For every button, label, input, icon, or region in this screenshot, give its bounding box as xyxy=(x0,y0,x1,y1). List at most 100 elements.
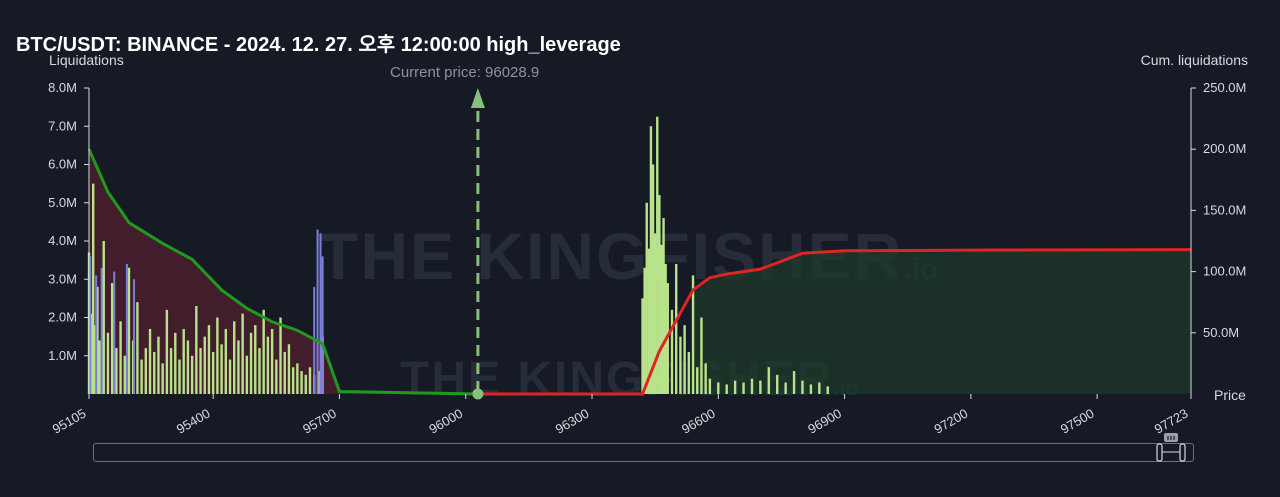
liquidation-bar xyxy=(98,340,101,394)
liquidation-bar xyxy=(207,325,211,394)
liquidation-bar xyxy=(742,382,745,394)
liquidation-bar xyxy=(96,286,99,394)
x-tick-label: 97200 xyxy=(932,406,971,437)
liquidation-bar xyxy=(106,332,110,394)
liquidation-bar-blue xyxy=(125,263,128,394)
current-price-label: Current price: 96028.9 xyxy=(390,64,540,81)
liquidation-bar xyxy=(228,359,232,394)
liquidation-bar xyxy=(102,241,105,394)
liquidation-bar xyxy=(291,367,295,394)
x-axis-label: Price xyxy=(1214,387,1246,403)
liquidation-bar xyxy=(157,336,160,394)
y-tick-label: 4.0M xyxy=(48,233,77,248)
liquidation-bar xyxy=(148,328,152,394)
liquidation-bar-blue xyxy=(100,267,103,394)
liquidation-bar xyxy=(653,233,657,394)
liquidation-bar xyxy=(195,306,198,394)
liquidation-bar xyxy=(704,363,707,394)
y2-tick-label: 100.0M xyxy=(1203,264,1246,279)
liquidation-bar xyxy=(717,382,720,394)
liquidation-bar xyxy=(115,348,118,394)
x-tick-label: 96300 xyxy=(553,406,592,437)
liquidation-bar xyxy=(725,384,728,394)
liquidation-bar xyxy=(708,378,712,394)
liquidation-bar xyxy=(279,317,282,394)
liquidation-bar xyxy=(203,336,206,394)
liquidation-bar xyxy=(304,374,307,394)
current-price-arrow xyxy=(470,88,485,108)
y2-tick-label: 200.0M xyxy=(1203,141,1246,156)
liquidation-bar xyxy=(643,267,646,394)
liquidation-bar xyxy=(670,309,674,394)
y-tick-label: 7.0M xyxy=(48,118,77,133)
liquidation-bar xyxy=(683,325,686,394)
range-handle[interactable] xyxy=(1156,432,1186,466)
y-tick-label: 5.0M xyxy=(48,195,77,210)
liquidation-bar xyxy=(245,355,249,394)
liquidation-bar xyxy=(679,336,682,394)
liquidation-bar xyxy=(767,367,771,394)
liquidation-bar xyxy=(110,283,114,394)
liquidation-bar xyxy=(660,244,663,394)
liquidation-bar-blue xyxy=(133,279,136,394)
liquidation-bar xyxy=(733,380,737,394)
liquidation-bar xyxy=(776,374,779,394)
y2-tick-label: 150.0M xyxy=(1203,202,1246,217)
liquidation-bar xyxy=(144,348,148,394)
liquidation-bar xyxy=(199,348,202,394)
liquidation-bar xyxy=(165,309,169,394)
current-price-dot xyxy=(472,388,484,400)
liquidation-bar xyxy=(92,183,95,394)
liquidation-bar xyxy=(220,344,223,394)
range-scrollbar[interactable] xyxy=(93,443,1194,462)
liquidation-bar xyxy=(211,351,215,394)
liquidation-bar-blue xyxy=(95,275,98,394)
right-axis-label: Cum. liquidations xyxy=(1140,52,1248,68)
liquidation-bar xyxy=(818,382,821,394)
y-tick-label: 6.0M xyxy=(48,157,77,172)
liquidation-bar xyxy=(300,371,303,394)
y2-tick-label: 250.0M xyxy=(1203,80,1246,95)
liquidation-bar-blue xyxy=(316,229,319,394)
liquidation-bar xyxy=(696,367,699,394)
liquidation-bar xyxy=(641,298,644,394)
liquidation-bar xyxy=(119,321,122,394)
liquidation-bar xyxy=(275,359,278,394)
y-tick-label: 8.0M xyxy=(48,80,77,95)
x-tick-label: 96900 xyxy=(805,406,844,437)
liquidation-bar xyxy=(241,313,244,394)
cum-short-line xyxy=(477,248,1192,396)
liquidation-bar xyxy=(140,359,143,394)
left-axis-label: Liquidations xyxy=(49,52,124,68)
liquidation-bar xyxy=(182,328,185,394)
liquidation-bar xyxy=(647,248,651,394)
liquidation-bar xyxy=(687,351,691,394)
liquidation-bar xyxy=(296,363,299,394)
liquidation-bar xyxy=(700,317,703,394)
x-tick-label: 96000 xyxy=(426,406,465,437)
liquidation-bar xyxy=(174,332,177,394)
liquidation-bar xyxy=(190,355,194,394)
liquidation-bar xyxy=(136,302,139,394)
y-tick-label: 3.0M xyxy=(48,271,77,286)
liquidation-bar xyxy=(186,340,190,394)
liquidation-bar xyxy=(308,367,312,394)
liquidation-bar xyxy=(649,126,653,394)
liquidation-bar xyxy=(127,267,131,394)
liquidation-bar xyxy=(254,325,257,394)
liquidation-bar xyxy=(656,116,659,394)
liquidation-bar xyxy=(153,351,156,394)
long-cum-area xyxy=(89,149,478,394)
liquidation-bar xyxy=(123,355,126,394)
liquidation-bar xyxy=(169,348,173,394)
x-tick-label: 97500 xyxy=(1058,406,1097,437)
liquidation-bar xyxy=(249,332,253,394)
liquidation-bar xyxy=(233,321,236,394)
liquidation-bar xyxy=(809,384,813,394)
liquidation-bar xyxy=(270,328,274,394)
x-tick-label: 96600 xyxy=(679,406,718,437)
y-tick-label: 2.0M xyxy=(48,310,77,325)
liquidation-bar xyxy=(826,386,829,394)
liquidation-bar xyxy=(178,359,181,394)
